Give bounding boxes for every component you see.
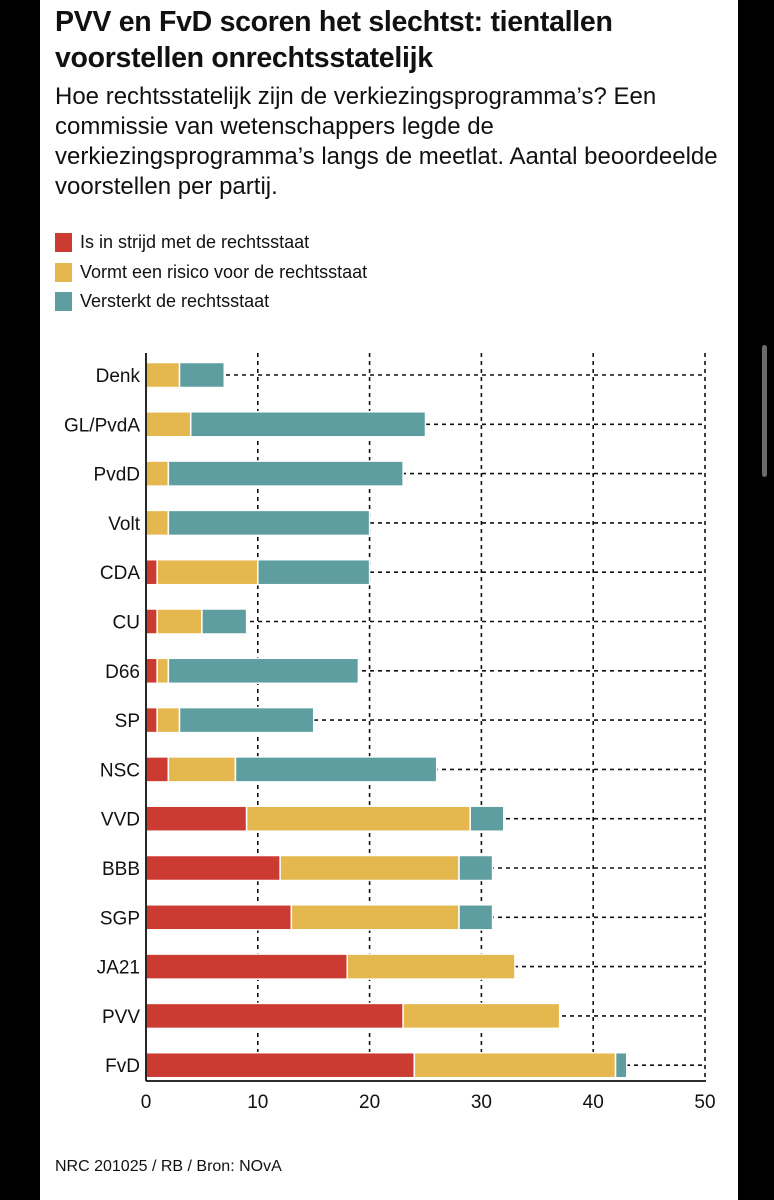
bar-sgp-series-3: [458, 904, 494, 931]
bar-glpvda-series-3: [189, 411, 427, 438]
bar-nsc-series-1: [145, 756, 170, 783]
bar-volt-series-3: [167, 509, 371, 537]
category-label-ja21: JA21: [97, 958, 140, 979]
chart-subtitle: Hoe rechtsstatelijk zijn de verkiezingsp…: [55, 83, 718, 200]
category-label-nsc: NSC: [100, 760, 140, 781]
bar-ja21-series-2: [346, 953, 516, 980]
category-label-vvd: VVD: [101, 810, 140, 831]
legend-swatch-strengthens: [55, 292, 72, 312]
category-label-cu: CU: [113, 613, 140, 634]
legend-swatch-risk: [55, 262, 72, 282]
bar-sp-series-3: [178, 706, 315, 734]
bar-sgp-series-2: [290, 904, 460, 931]
bar-nsc-series-2: [167, 756, 237, 783]
bar-cu-series-3: [201, 608, 248, 635]
bar-ja21-series-1: [145, 953, 348, 980]
bar-vvd-series-3: [469, 805, 505, 832]
category-label-glpvda: GL/PvdA: [64, 415, 140, 436]
legend-swatch-conflict: [55, 233, 72, 253]
bar-denk-series-2: [145, 361, 181, 389]
category-label-bbb: BBB: [102, 859, 140, 880]
legend-label-risk: Vormt een risico voor de rechtsstaat: [80, 261, 368, 282]
category-label-pvv: PVV: [102, 1007, 140, 1028]
bar-sgp-series-1: [145, 904, 293, 931]
bar-d66-series-1: [145, 657, 158, 685]
category-label-d66: D66: [105, 662, 140, 683]
bar-chart: Denk GL/PvdA PvdD Volt CDA CU D66 SP NSC VVD BBB SG…: [64, 353, 716, 1113]
bar-vvd-series-2: [245, 805, 471, 832]
bar-fvd-series-3: [614, 1051, 628, 1079]
bar-cda-series-1: [145, 558, 158, 586]
bar-pvdd-series-3: [167, 460, 404, 487]
legend: Is in strijd met de rechtsstaat Vormt ee…: [55, 228, 367, 317]
legend-item-conflict: Is in strijd met de rechtsstaat: [55, 228, 367, 258]
x-tick-label-0: 0: [141, 1092, 152, 1113]
bar-denk-series-3: [178, 361, 226, 389]
category-label-pvdd: PvdD: [94, 465, 140, 486]
bar-cda-series-2: [156, 558, 259, 586]
bar-fvd-series-1: [145, 1051, 416, 1079]
chart-title: PVV en FvD scoren het slechtst: tientall…: [55, 6, 613, 74]
x-tick-label-30: 30: [471, 1092, 492, 1113]
source-note: NRC 201025 / RB / Bron: NOvA: [55, 1158, 282, 1175]
bar-nsc-series-3: [234, 756, 438, 783]
bar-sp-series-2: [156, 706, 181, 734]
category-label-sgp: SGP: [100, 908, 140, 929]
bar-bbb-series-3: [458, 854, 494, 882]
bar-cu-series-1: [145, 608, 158, 635]
bar-vvd-series-1: [145, 805, 248, 832]
category-label-denk: Denk: [96, 366, 141, 387]
category-label-sp: SP: [115, 711, 140, 732]
bar-sp-series-1: [145, 706, 158, 734]
bar-cda-series-3: [257, 558, 371, 586]
bar-d66-series-3: [167, 657, 360, 685]
bar-pvv-series-2: [402, 1002, 561, 1030]
bar-glpvda-series-2: [145, 411, 192, 438]
bar-bbb-series-2: [279, 854, 460, 882]
bar-pvdd-series-2: [145, 460, 170, 487]
bar-pvv-series-1: [145, 1002, 404, 1030]
legend-label-conflict: Is in strijd met de rechtsstaat: [80, 232, 310, 253]
scrollbar[interactable]: [762, 345, 767, 477]
category-label-cda: CDA: [100, 563, 140, 584]
x-tick-label-20: 20: [359, 1092, 380, 1113]
x-tick-label-40: 40: [583, 1092, 604, 1113]
bar-volt-series-2: [145, 509, 170, 537]
bar-cu-series-2: [156, 608, 203, 635]
bar-bbb-series-1: [145, 854, 281, 882]
bar-fvd-series-2: [413, 1051, 617, 1079]
category-label-volt: Volt: [108, 514, 140, 535]
x-tick-label-50: 50: [694, 1092, 715, 1113]
chart-card: PVV en FvD scoren het slechtst: tientall…: [40, 0, 738, 1200]
category-label-fvd: FvD: [105, 1056, 140, 1077]
legend-item-strengthens: Versterkt de rechtsstaat: [55, 287, 367, 317]
legend-label-strengthens: Versterkt de rechtsstaat: [80, 291, 270, 312]
x-tick-label-10: 10: [247, 1092, 268, 1113]
legend-item-risk: Vormt een risico voor de rechtsstaat: [55, 258, 367, 288]
bar-d66-series-2: [156, 657, 170, 685]
